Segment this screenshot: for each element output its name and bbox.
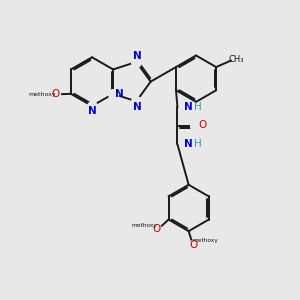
Text: CH₃: CH₃ bbox=[229, 56, 244, 64]
Text: methoxy: methoxy bbox=[193, 238, 218, 244]
Text: H: H bbox=[194, 139, 201, 149]
Text: O: O bbox=[152, 224, 161, 234]
Text: O: O bbox=[51, 89, 59, 99]
Text: O: O bbox=[199, 120, 207, 130]
Text: methoxy: methoxy bbox=[28, 92, 56, 97]
Text: N: N bbox=[184, 139, 193, 149]
Text: methoxy: methoxy bbox=[132, 223, 158, 228]
Text: N: N bbox=[134, 102, 142, 112]
Text: N: N bbox=[184, 102, 193, 112]
Text: N: N bbox=[115, 89, 124, 99]
Text: N: N bbox=[88, 106, 96, 116]
Text: O: O bbox=[190, 240, 198, 250]
Text: H: H bbox=[194, 102, 201, 112]
Text: N: N bbox=[134, 51, 142, 61]
